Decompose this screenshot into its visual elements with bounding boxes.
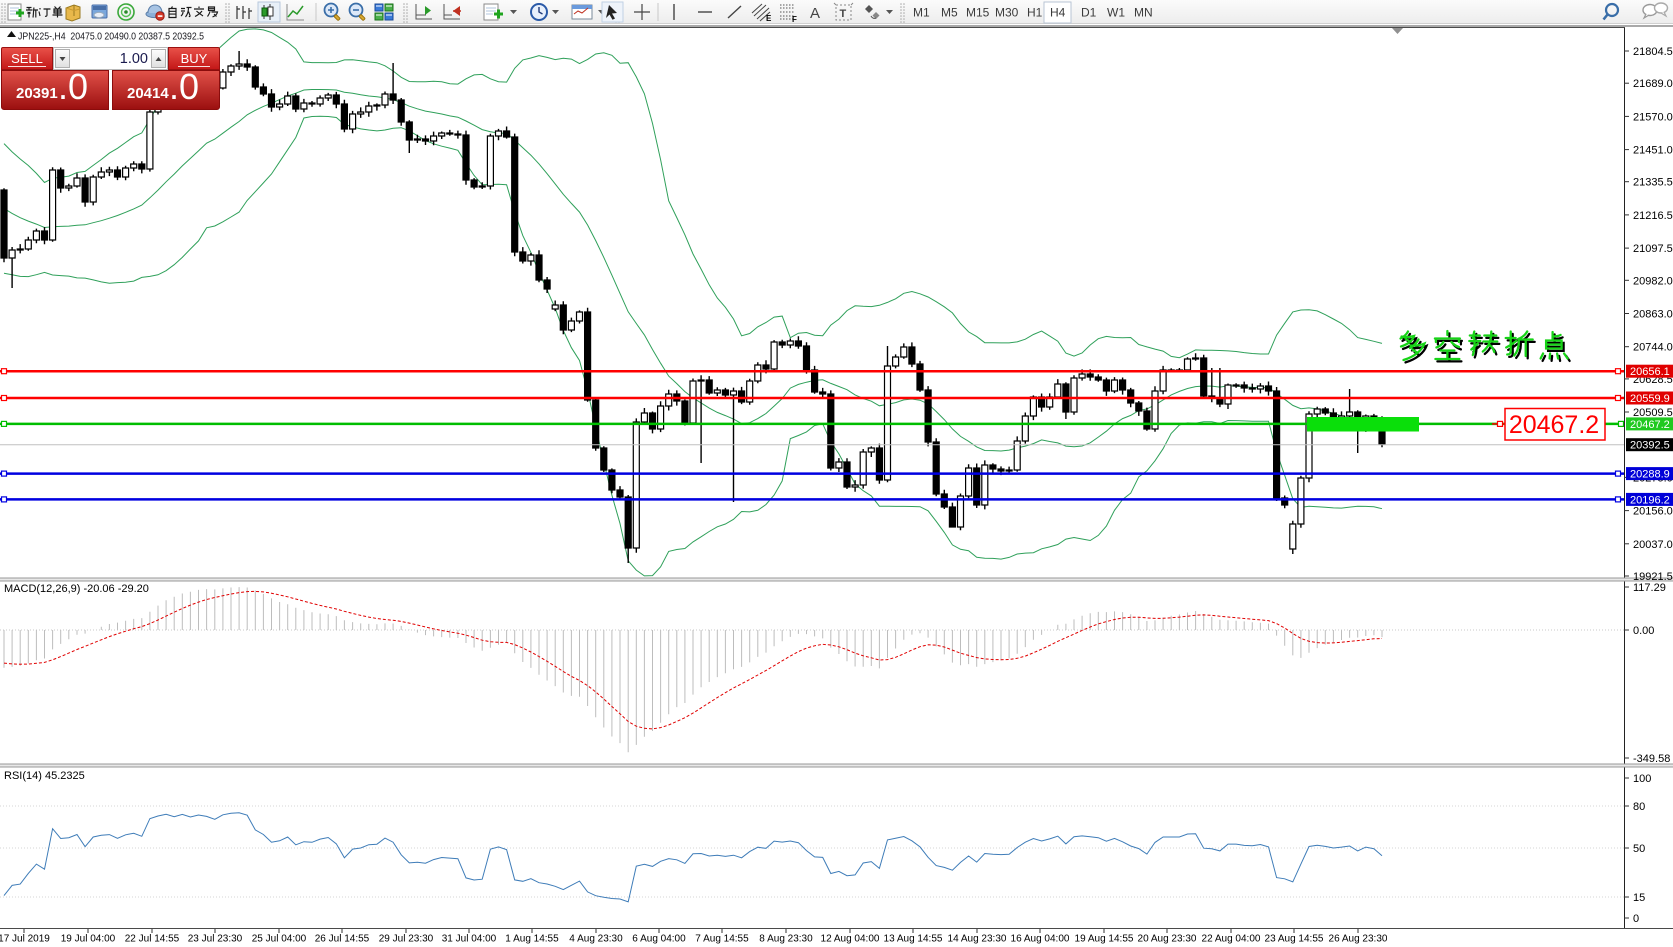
svg-text:M5: M5 (941, 6, 958, 20)
svg-text:20744.0: 20744.0 (1633, 342, 1673, 354)
svg-text:8 Aug 23:30: 8 Aug 23:30 (759, 934, 813, 945)
svg-text:22 Jul 14:55: 22 Jul 14:55 (125, 934, 180, 945)
svg-text:20156.0: 20156.0 (1633, 506, 1673, 518)
svg-text:16 Aug 04:00: 16 Aug 04:00 (1011, 934, 1070, 945)
svg-text:20288.9: 20288.9 (1630, 469, 1670, 481)
svg-text:26 Jul 14:55: 26 Jul 14:55 (315, 934, 370, 945)
svg-text:29 Jul 23:30: 29 Jul 23:30 (379, 934, 434, 945)
svg-text:0: 0 (1633, 913, 1639, 925)
svg-text:7 Aug 14:55: 7 Aug 14:55 (695, 934, 749, 945)
svg-text:20559.9: 20559.9 (1630, 393, 1670, 405)
svg-text:21335.5: 21335.5 (1633, 177, 1673, 189)
svg-text:M15: M15 (966, 6, 990, 20)
svg-text:20196.2: 20196.2 (1630, 494, 1670, 506)
svg-text:4 Aug 23:30: 4 Aug 23:30 (569, 934, 623, 945)
svg-text:20467.2: 20467.2 (1630, 419, 1670, 431)
svg-text:50: 50 (1633, 843, 1645, 855)
svg-text:21451.0: 21451.0 (1633, 145, 1673, 157)
svg-text:H1: H1 (1027, 6, 1043, 20)
svg-text:6 Aug 04:00: 6 Aug 04:00 (632, 934, 686, 945)
svg-text:D1: D1 (1081, 6, 1097, 20)
svg-text:20656.1: 20656.1 (1630, 366, 1670, 378)
svg-text:26 Aug 23:30: 26 Aug 23:30 (1329, 934, 1388, 945)
svg-text:31 Jul 04:00: 31 Jul 04:00 (442, 934, 497, 945)
svg-text:21216.5: 21216.5 (1633, 210, 1673, 222)
svg-text:RSI(14) 45.2325: RSI(14) 45.2325 (4, 770, 85, 782)
svg-text:-349.58: -349.58 (1633, 753, 1670, 765)
svg-text:20982.0: 20982.0 (1633, 275, 1673, 287)
svg-text:E: E (766, 14, 772, 23)
svg-text:13 Aug 14:55: 13 Aug 14:55 (884, 934, 943, 945)
svg-text:20509.5: 20509.5 (1633, 407, 1673, 419)
svg-text:MACD(12,26,9) -20.06 -29.20: MACD(12,26,9) -20.06 -29.20 (4, 583, 149, 595)
svg-text:21689.0: 21689.0 (1633, 78, 1673, 90)
svg-text:19 Jul 04:00: 19 Jul 04:00 (61, 934, 116, 945)
svg-text:14 Aug 23:30: 14 Aug 23:30 (948, 934, 1007, 945)
svg-text:15: 15 (1633, 892, 1645, 904)
svg-text:17 Jul 2019: 17 Jul 2019 (0, 934, 50, 945)
svg-text:21097.5: 21097.5 (1633, 243, 1673, 255)
svg-text:21804.5: 21804.5 (1633, 46, 1673, 58)
svg-text:22 Aug 04:00: 22 Aug 04:00 (1202, 934, 1261, 945)
svg-text:21570.0: 21570.0 (1633, 111, 1673, 123)
svg-text:H4: H4 (1050, 6, 1066, 20)
svg-text:19 Aug 14:55: 19 Aug 14:55 (1075, 934, 1134, 945)
svg-text:F: F (792, 15, 797, 24)
svg-text:20037.0: 20037.0 (1633, 539, 1673, 551)
svg-text:20 Aug 23:30: 20 Aug 23:30 (1138, 934, 1197, 945)
svg-text:M1: M1 (913, 6, 930, 20)
svg-text:12 Aug 04:00: 12 Aug 04:00 (821, 934, 880, 945)
svg-text:23 Aug 14:55: 23 Aug 14:55 (1265, 934, 1324, 945)
svg-text:1 Aug 14:55: 1 Aug 14:55 (505, 934, 559, 945)
svg-text:80: 80 (1633, 801, 1645, 813)
svg-text:20392.5: 20392.5 (1630, 440, 1670, 452)
svg-text:0.00: 0.00 (1633, 625, 1654, 637)
svg-text:T: T (840, 8, 847, 20)
svg-text:100: 100 (1633, 773, 1651, 785)
svg-text:A: A (810, 5, 820, 22)
svg-text:23 Jul 23:30: 23 Jul 23:30 (188, 934, 243, 945)
svg-text:19921.5: 19921.5 (1633, 571, 1673, 583)
svg-text:25 Jul 04:00: 25 Jul 04:00 (252, 934, 307, 945)
svg-text:JPN225-,H4 20475.0 20490.0 20: JPN225-,H4 20475.0 20490.0 20387.5 20392… (18, 31, 204, 43)
svg-text:M30: M30 (995, 6, 1019, 20)
svg-text:117.29: 117.29 (1633, 582, 1666, 594)
svg-text:20863.0: 20863.0 (1633, 309, 1673, 321)
svg-text:MN: MN (1134, 6, 1153, 20)
svg-text:20467.2: 20467.2 (1509, 411, 1599, 439)
svg-text:W1: W1 (1107, 6, 1125, 20)
